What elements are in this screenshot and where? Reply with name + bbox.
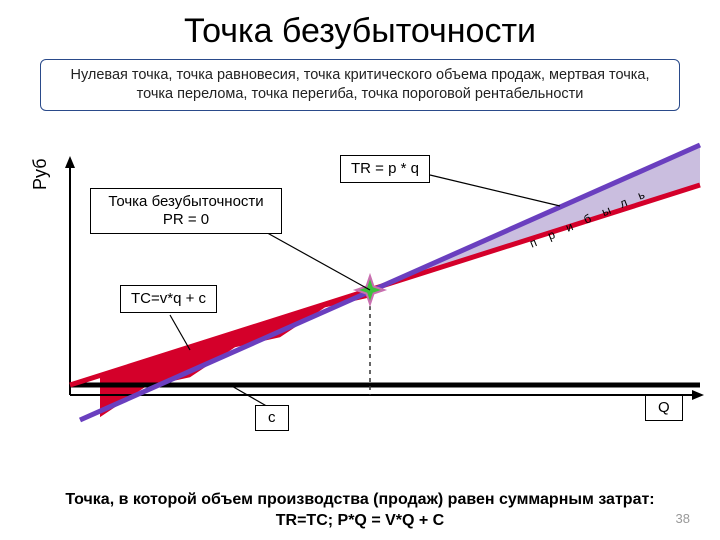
breakeven-line2: PR = 0 <box>101 211 271 229</box>
fixed-cost-label: c <box>255 405 289 431</box>
slide-number: 38 <box>676 511 690 526</box>
chart-area: TR = p * q Точка безубыточности PR = 0 T… <box>0 140 720 460</box>
bottom-conclusion: Точка, в которой объем производства (про… <box>0 490 720 532</box>
bottom-line1: Точка, в которой объем производства (про… <box>65 491 654 508</box>
breakeven-line1: Точка безубыточности <box>101 193 271 211</box>
tc-formula-box: TC=v*q + c <box>120 285 217 313</box>
definition-box: Нулевая точка, точка равновесия, точка к… <box>40 59 680 111</box>
bottom-line2: TR=TC; P*Q = V*Q + C <box>276 512 444 529</box>
slide-title: Точка безубыточности <box>0 0 720 51</box>
breakeven-box: Точка безубыточности PR = 0 <box>90 188 282 234</box>
tr-formula-box: TR = p * q <box>340 155 430 183</box>
quantity-label: Q <box>645 395 683 421</box>
